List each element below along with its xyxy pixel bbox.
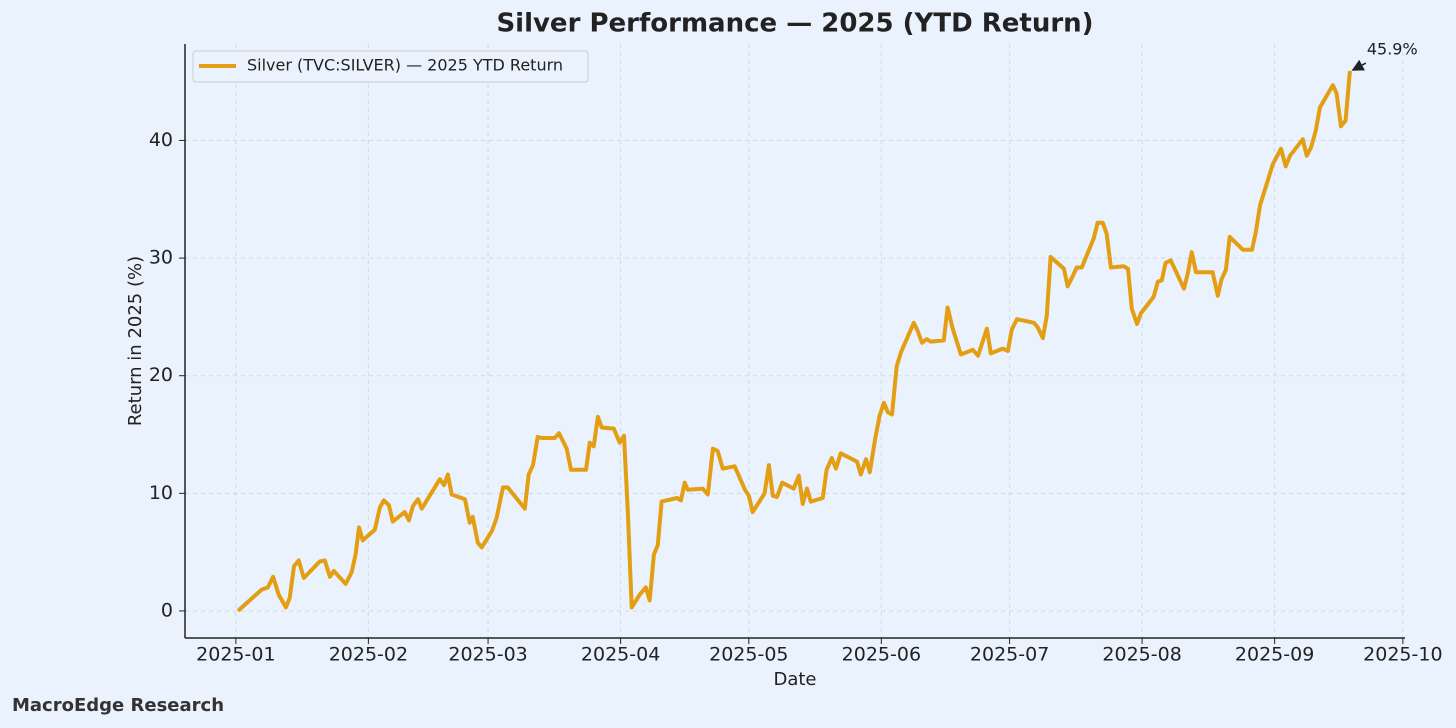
x-tick-label: 2025-06 bbox=[842, 644, 921, 666]
x-tick-label: 2025-10 bbox=[1363, 644, 1442, 666]
x-tick-label: 2025-01 bbox=[196, 644, 275, 666]
x-tick-label: 2025-05 bbox=[709, 644, 788, 666]
legend: Silver (TVC:SILVER) — 2025 YTD Return bbox=[192, 50, 589, 83]
y-tick-label: 40 bbox=[149, 129, 173, 151]
annotation-arrow bbox=[1351, 59, 1367, 71]
x-tick-label: 2025-07 bbox=[970, 644, 1049, 666]
chart-title: Silver Performance — 2025 (YTD Return) bbox=[496, 9, 1093, 39]
data-line bbox=[236, 70, 1352, 613]
x-tick-label: 2025-04 bbox=[581, 644, 660, 666]
legend-label: Silver (TVC:SILVER) — 2025 YTD Return bbox=[247, 56, 563, 75]
x-tick-label: 2025-03 bbox=[448, 644, 527, 666]
y-tick-label: 0 bbox=[161, 599, 173, 621]
y-tick-label: 10 bbox=[149, 482, 173, 504]
x-tick-label: 2025-02 bbox=[329, 644, 408, 666]
y-tick-label: 30 bbox=[149, 247, 173, 269]
y-axis-label: Return in 2025 (%) bbox=[125, 256, 146, 426]
x-tick-label: 2025-09 bbox=[1235, 644, 1314, 666]
source-label: MacroEdge Research bbox=[12, 695, 224, 716]
y-tick-label: 20 bbox=[149, 364, 173, 386]
legend-box bbox=[192, 50, 589, 83]
x-axis-label: Date bbox=[773, 669, 816, 690]
x-tick-label: 2025-08 bbox=[1102, 644, 1181, 666]
annotation-label: 45.9% bbox=[1367, 40, 1418, 59]
